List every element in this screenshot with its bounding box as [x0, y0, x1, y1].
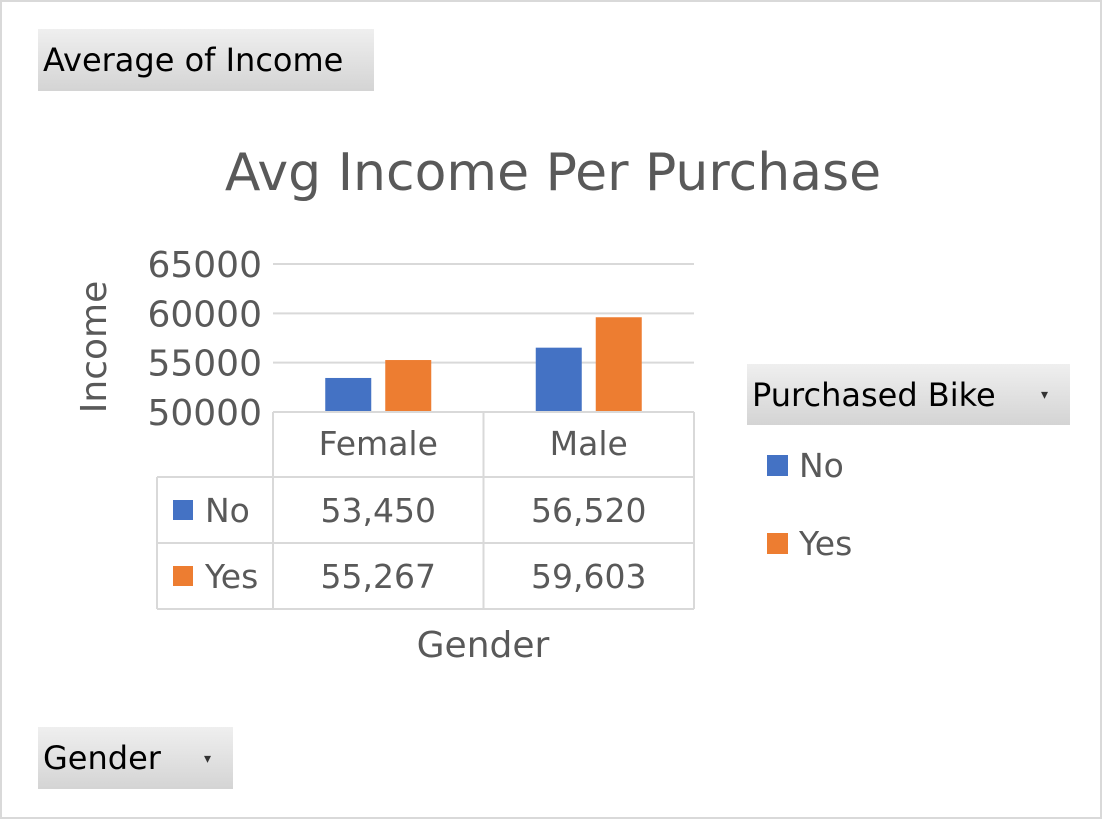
axis-field-button[interactable]: Gender ▾ [38, 727, 233, 789]
data-label: 59,603 [531, 557, 646, 596]
bar-no-female[interactable] [325, 377, 372, 412]
bar-yes-female[interactable] [385, 360, 432, 412]
dropdown-arrow-icon[interactable]: ▾ [1040, 387, 1048, 403]
legend-field-label: Purchased Bike [752, 375, 996, 414]
legend-label-no[interactable]: No [799, 446, 844, 485]
data-label: 53,450 [321, 491, 436, 530]
dropdown-arrow-icon[interactable]: ▾ [203, 751, 211, 767]
axis-field-label: Gender [43, 739, 161, 777]
chart-title: Avg Income Per Purchase [225, 143, 881, 203]
data-label: 56,520 [531, 491, 646, 530]
legend-field-button[interactable]: Purchased Bike ▾ [747, 364, 1070, 425]
y-tick-label: 50000 [147, 393, 262, 434]
legend-key-yes [173, 566, 193, 586]
plot-area: 50000 55000 60000 65000 Female Male No 53,450 56… [147, 245, 852, 610]
legend-key-no [173, 500, 193, 520]
legend-swatch-yes[interactable] [767, 533, 788, 554]
series-label-no: No [205, 491, 250, 530]
data-label: 55,267 [321, 557, 436, 596]
y-tick-label: 55000 [147, 344, 262, 385]
x-tick-label: Male [550, 424, 628, 463]
y-axis-title: Income [74, 281, 115, 413]
bar-yes-male[interactable] [595, 317, 642, 412]
legend-label-yes[interactable]: Yes [798, 524, 852, 563]
series-label-yes: Yes [204, 557, 258, 596]
legend-swatch-no[interactable] [767, 455, 788, 476]
value-field-button[interactable]: Average of Income [38, 29, 374, 91]
x-tick-label: Female [319, 424, 438, 463]
y-tick-label: 60000 [147, 294, 262, 335]
bar-no-male[interactable] [535, 347, 582, 412]
value-field-label: Average of Income [43, 41, 344, 79]
x-axis-title: Gender [417, 625, 550, 666]
y-tick-label: 65000 [147, 245, 262, 286]
